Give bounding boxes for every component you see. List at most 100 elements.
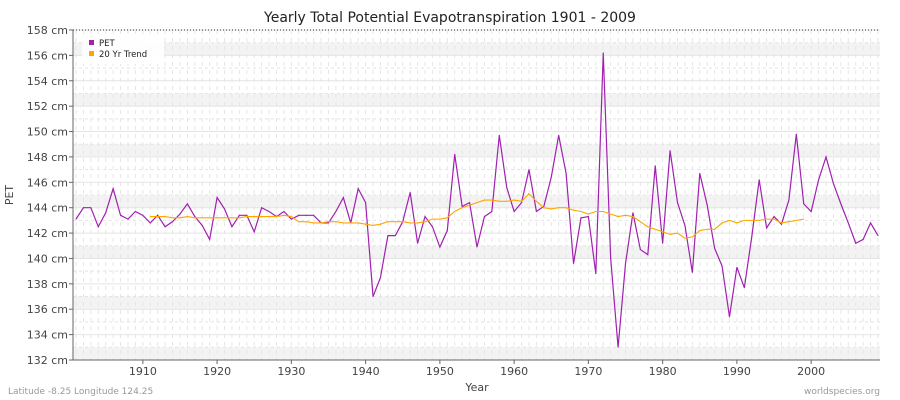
trend-point: [313, 222, 315, 224]
pet-point: [565, 172, 567, 174]
pet-point: [521, 202, 523, 204]
pet-point: [825, 156, 827, 158]
trend-point: [246, 216, 248, 218]
pet-point: [498, 134, 500, 136]
trend-point: [758, 219, 760, 221]
pet-point: [847, 222, 849, 224]
legend-label-pet: PET: [99, 39, 115, 49]
pet-point: [127, 218, 129, 220]
x-tick-label: 1950: [426, 365, 454, 378]
pet-point: [706, 204, 708, 206]
x-tick-label: 1920: [203, 365, 231, 378]
pet-point: [558, 134, 560, 136]
trend-point: [595, 211, 597, 212]
trend-point: [379, 223, 381, 225]
y-tick-label: 148 cm: [27, 151, 68, 164]
pet-point: [721, 265, 723, 267]
pet-point: [476, 246, 478, 248]
trend-point: [394, 221, 396, 223]
trend-point: [209, 217, 211, 219]
y-tick-label: 146 cm: [27, 176, 68, 189]
y-tick-label: 140 cm: [27, 252, 68, 265]
x-tick-label: 1940: [352, 365, 380, 378]
pet-point: [528, 169, 530, 171]
pet-point: [691, 271, 693, 273]
pet-point: [677, 202, 678, 204]
trend-point: [327, 221, 329, 223]
pet-point: [216, 197, 218, 199]
footer-source[interactable]: worldspecies.org: [804, 387, 880, 397]
trend-point: [632, 216, 634, 218]
trend-point: [298, 221, 300, 223]
pet-point: [840, 203, 842, 205]
y-tick-label: 136 cm: [27, 303, 68, 316]
pet-point: [699, 172, 701, 174]
pet-point: [736, 266, 738, 268]
grid-band: [73, 245, 880, 259]
pet-point: [877, 235, 879, 237]
pet-point: [157, 214, 159, 216]
trend-point: [409, 222, 411, 224]
trend-point: [535, 200, 537, 202]
trend-point: [268, 216, 270, 218]
pet-point: [714, 247, 716, 249]
pet-point: [112, 188, 114, 190]
pet-point: [535, 211, 537, 212]
trend-point: [602, 211, 604, 212]
trend-point: [201, 217, 203, 219]
pet-point: [684, 224, 686, 226]
grid-band: [73, 93, 880, 107]
trend-point: [788, 221, 790, 223]
pet-point: [662, 242, 664, 244]
trend-point: [728, 219, 730, 221]
trend-point: [491, 199, 493, 201]
trend-point: [543, 207, 545, 209]
pet-point: [327, 222, 329, 224]
y-tick-label: 132 cm: [27, 354, 68, 367]
trend-point: [216, 217, 218, 219]
pet-point: [179, 213, 181, 215]
trend-point: [795, 219, 797, 221]
pet-point: [461, 205, 463, 207]
pet-point: [550, 176, 552, 178]
trend-point: [476, 202, 478, 204]
y-tick-label: 142 cm: [27, 227, 68, 240]
pet-point: [491, 211, 493, 212]
pet-point: [75, 218, 77, 220]
pet-point: [788, 199, 790, 201]
pet-point: [610, 257, 612, 259]
legend-swatch-trend: [89, 51, 94, 56]
pet-point: [82, 207, 84, 209]
pet-point: [372, 296, 374, 298]
y-tick-label: 154 cm: [27, 75, 68, 88]
x-tick-label: 2000: [797, 365, 825, 378]
pet-point: [409, 191, 411, 193]
pet-point: [134, 211, 136, 212]
pet-point: [647, 254, 649, 256]
trend-point: [743, 219, 745, 221]
trend-point: [483, 199, 485, 201]
trend-point: [231, 217, 233, 219]
trend-point: [573, 209, 575, 211]
trend-point: [565, 207, 567, 209]
pet-point: [164, 226, 166, 228]
pet-point: [454, 153, 456, 155]
pet-point: [120, 214, 122, 216]
pet-point: [758, 179, 760, 181]
trend-point: [625, 214, 627, 216]
trend-point: [706, 228, 708, 230]
trend-point: [580, 211, 582, 212]
trend-point: [342, 222, 344, 224]
trend-point: [684, 237, 686, 239]
pet-point: [751, 236, 753, 238]
trend-point: [172, 217, 174, 219]
trend-point: [780, 222, 782, 224]
pet-point: [625, 263, 627, 265]
pet-point: [90, 207, 92, 209]
trend-point: [803, 218, 805, 220]
trend-point: [238, 217, 240, 219]
x-axis-label: Year: [464, 381, 489, 394]
pet-point: [268, 211, 270, 212]
pet-point: [283, 211, 285, 212]
